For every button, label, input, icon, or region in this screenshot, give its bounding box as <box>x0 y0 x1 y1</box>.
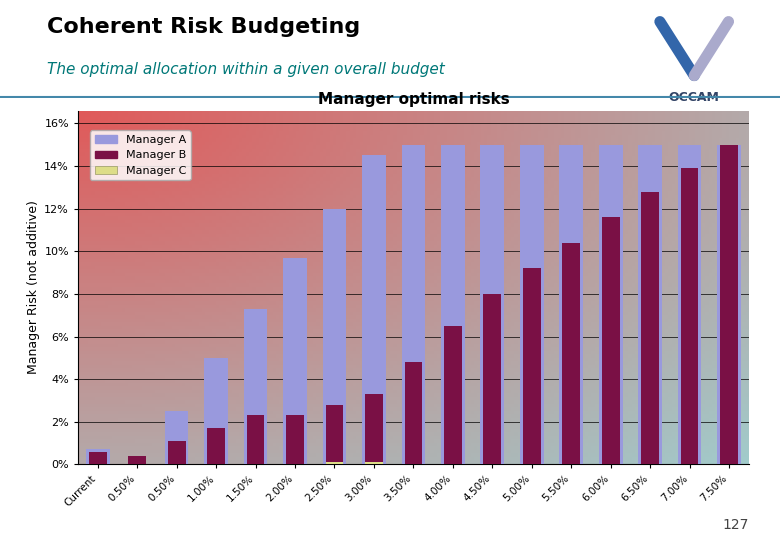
Bar <box>562 243 580 464</box>
Bar <box>128 456 146 464</box>
Bar <box>638 145 662 464</box>
Bar <box>484 294 502 464</box>
Bar <box>246 415 264 464</box>
Bar <box>523 268 541 464</box>
Bar <box>520 145 544 464</box>
Title: Manager optimal risks: Manager optimal risks <box>317 92 509 107</box>
Bar <box>204 358 228 464</box>
Bar <box>323 209 346 464</box>
Text: OCCAM: OCCAM <box>668 91 720 104</box>
Bar <box>444 326 462 464</box>
Text: Coherent Risk Budgeting: Coherent Risk Budgeting <box>47 17 360 37</box>
Bar <box>559 145 583 464</box>
Bar <box>405 362 422 464</box>
Y-axis label: Manager Risk (not additive): Manager Risk (not additive) <box>27 201 40 374</box>
Bar <box>402 145 425 464</box>
Bar <box>720 145 738 464</box>
Legend: Manager A, Manager B, Manager C: Manager A, Manager B, Manager C <box>90 130 190 180</box>
Bar <box>286 415 304 464</box>
Bar <box>365 394 383 464</box>
Bar <box>89 451 107 464</box>
Bar <box>599 145 622 464</box>
Bar <box>678 145 701 464</box>
Bar <box>362 156 386 464</box>
Bar <box>602 217 619 464</box>
Bar <box>243 309 268 464</box>
Bar <box>283 258 307 464</box>
Bar <box>207 428 225 464</box>
Bar <box>681 168 698 464</box>
Bar <box>86 449 109 464</box>
Bar <box>325 462 343 464</box>
Bar <box>168 441 186 464</box>
Bar <box>365 462 383 464</box>
Text: 127: 127 <box>722 518 749 532</box>
Bar <box>480 145 504 464</box>
Bar <box>441 145 465 464</box>
Bar <box>165 411 189 464</box>
Text: The optimal allocation within a given overall budget: The optimal allocation within a given ov… <box>47 62 445 77</box>
Bar <box>641 192 659 464</box>
Bar <box>325 405 343 464</box>
Bar <box>718 145 741 464</box>
